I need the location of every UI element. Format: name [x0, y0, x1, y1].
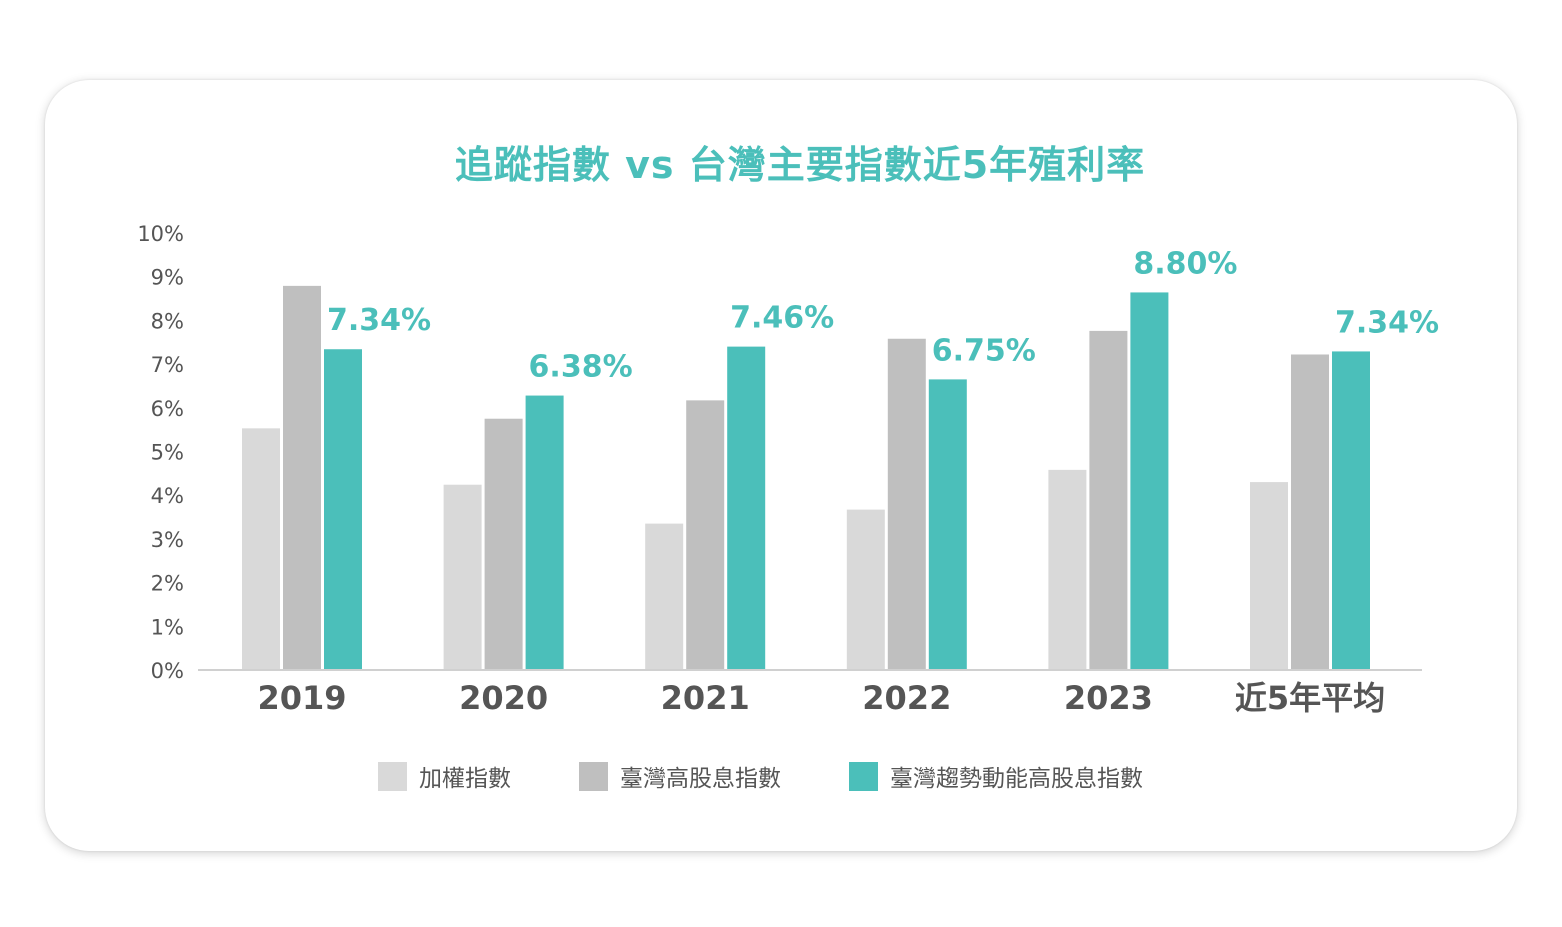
y-tick-label: 2% — [151, 572, 184, 596]
legend-swatch-high-dividend — [579, 761, 608, 791]
y-tick-label: 5% — [151, 441, 184, 465]
x-category-label: 2019 — [257, 679, 346, 717]
bar-taiex — [443, 484, 482, 670]
x-category-label: 近5年平均 — [1235, 679, 1385, 717]
bars — [242, 285, 1370, 670]
data-label: 6.75% — [932, 333, 1036, 368]
y-axis: 0% 1% 2% 3% 4% 5% 6% 7% 8% 9% 10% — [137, 222, 184, 683]
bar-taiex — [1250, 482, 1288, 670]
bar-momentum-high-dividend — [928, 379, 967, 670]
legend-label-momentum-high-dividend: 臺灣趨勢動能高股息指數 — [890, 766, 1143, 792]
y-tick-label: 3% — [151, 528, 184, 552]
x-axis: 2019 2020 2021 2022 2023 近5年平均 — [257, 679, 1385, 717]
data-label: 8.80% — [1133, 246, 1237, 281]
x-category-label: 2022 — [862, 679, 951, 717]
y-tick-label: 8% — [151, 309, 184, 333]
x-category-label: 2021 — [661, 679, 750, 717]
legend-item-taiex: 加權指數 — [378, 759, 511, 793]
legend-item-high-dividend: 臺灣高股息指數 — [579, 759, 781, 793]
legend-label-high-dividend: 臺灣高股息指數 — [620, 766, 781, 792]
legend-swatch-momentum-high-dividend — [849, 761, 878, 791]
bar-momentum-high-dividend — [727, 346, 766, 670]
x-category-label: 2020 — [459, 679, 548, 717]
bar-momentum-high-dividend — [324, 349, 362, 670]
bar-high-dividend — [484, 418, 523, 670]
y-tick-label: 10% — [137, 222, 184, 246]
data-label: 7.34% — [1335, 305, 1439, 340]
bar-momentum-high-dividend — [525, 395, 564, 670]
bar-high-dividend — [283, 285, 321, 670]
y-tick-label: 6% — [151, 397, 184, 421]
bar-momentum-high-dividend — [1332, 351, 1370, 670]
data-label: 6.38% — [529, 350, 633, 385]
bar-momentum-high-dividend — [1130, 292, 1169, 670]
y-tick-label: 9% — [151, 266, 184, 290]
bar-taiex — [846, 509, 885, 670]
bar-taiex — [1048, 469, 1087, 670]
data-label: 7.46% — [730, 301, 834, 336]
data-label: 7.34% — [327, 303, 431, 338]
y-tick-label: 0% — [151, 659, 184, 683]
legend-swatch-taiex — [378, 761, 407, 791]
chart-title: 追蹤指數 vs 台灣主要指數近5年殖利率 — [454, 143, 1146, 187]
legend-item-momentum-high-dividend: 臺灣趨勢動能高股息指數 — [849, 759, 1143, 793]
bar-taiex — [645, 523, 684, 670]
bar-taiex — [242, 428, 280, 670]
bar-high-dividend — [1291, 354, 1329, 670]
bar-high-dividend — [686, 400, 725, 670]
x-category-label: 2023 — [1064, 679, 1153, 717]
bar-high-dividend — [887, 338, 926, 670]
data-labels: 7.34% 6.38% 7.46% 6.75% 8.80% 7.34% — [327, 246, 1439, 384]
y-tick-label: 7% — [151, 353, 184, 377]
bar-high-dividend — [1089, 330, 1128, 670]
legend: 加權指數 臺灣高股息指數 臺灣趨勢動能高股息指數 — [378, 760, 1211, 792]
y-tick-label: 4% — [151, 484, 184, 508]
legend-label-taiex: 加權指數 — [419, 766, 511, 792]
y-tick-label: 1% — [151, 615, 184, 639]
